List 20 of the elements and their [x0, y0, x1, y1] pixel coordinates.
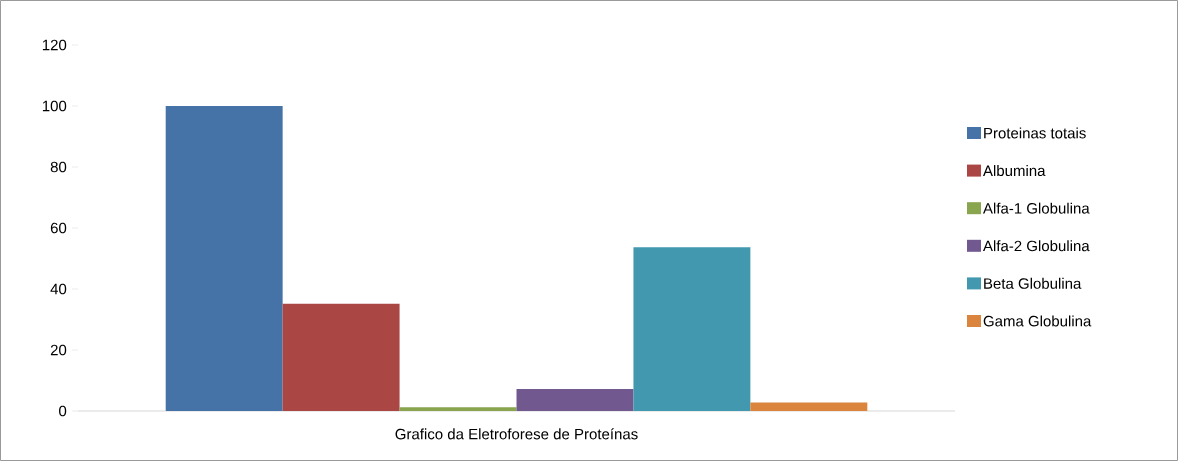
y-tick-label: 120: [42, 39, 67, 51]
y-tick-label: 40: [50, 283, 67, 295]
legend-label: Proteinas totais: [984, 127, 1086, 139]
y-tick-label: 0: [59, 405, 67, 417]
legend-label: Gama Globulina: [983, 315, 1092, 327]
legend-label: Beta Globulina: [984, 277, 1082, 289]
y-tick-label: 100: [42, 100, 67, 112]
y-tick-label: 20: [50, 344, 67, 356]
y-tick-label: 80: [50, 161, 67, 173]
bar: [165, 106, 283, 411]
bar: [750, 402, 868, 411]
bar: [633, 247, 751, 411]
x-tick-label: Grafico da Eletroforese de Proteínas: [395, 428, 638, 440]
bar: [399, 407, 517, 411]
bar: [516, 389, 634, 411]
legend-label: Alfa-2 Globulina: [983, 240, 1090, 252]
y-tick-label: 60: [50, 222, 67, 234]
bar: [282, 303, 400, 411]
legend-label: Alfa-1 Globulina: [983, 202, 1090, 214]
legend-label: Albumina: [983, 165, 1046, 177]
